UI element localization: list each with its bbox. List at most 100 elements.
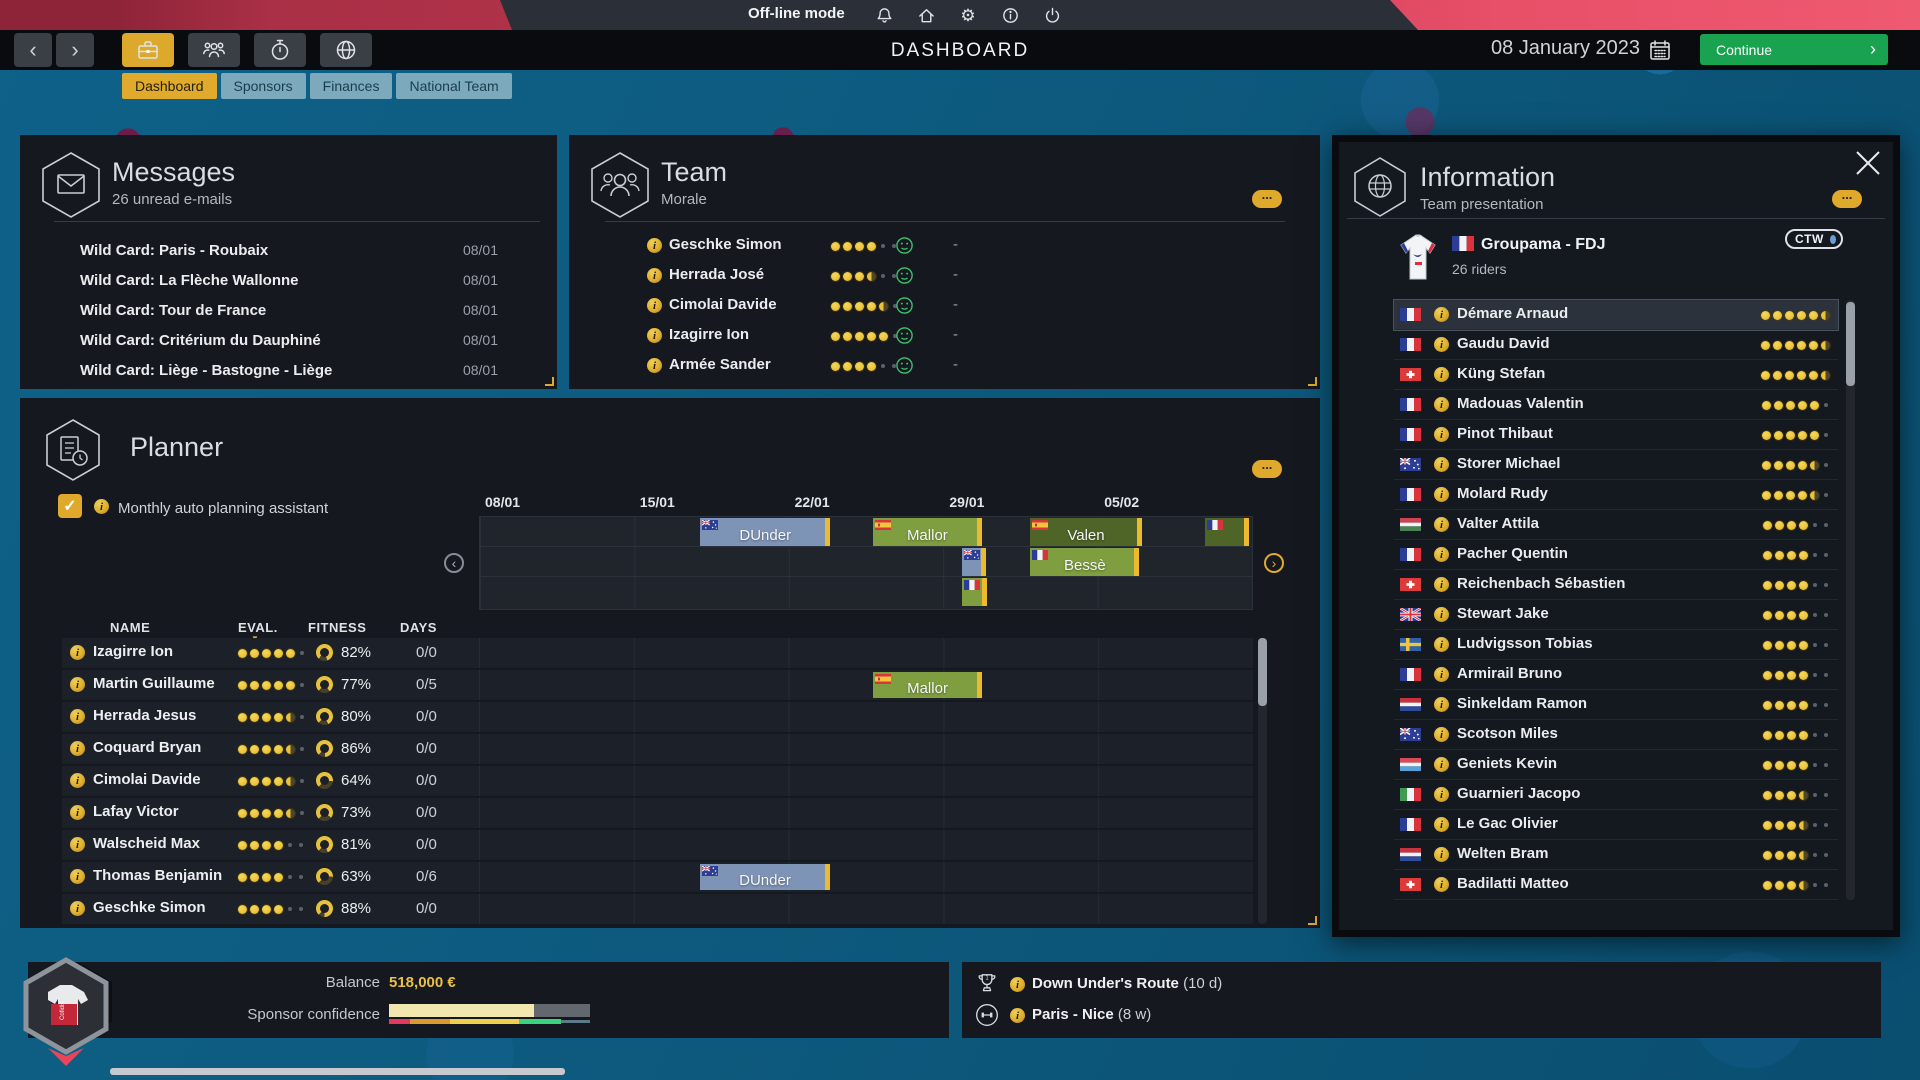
- info-rider-row[interactable]: i Démare Arnaud: [1393, 299, 1839, 331]
- planner-rider-row[interactable]: i Izagirre Ion 82% 0/0: [62, 638, 1253, 668]
- planner-rider-row[interactable]: i Geschke Simon 88% 0/0: [62, 894, 1253, 924]
- info-rider-row[interactable]: i Badilatti Matteo: [1394, 870, 1838, 900]
- race-bar[interactable]: [961, 578, 988, 606]
- info-icon[interactable]: i: [647, 358, 662, 373]
- info-icon[interactable]: i: [1434, 847, 1449, 862]
- info-icon[interactable]: i: [1434, 637, 1449, 652]
- nav-stopwatch-button[interactable]: [254, 33, 306, 67]
- info-icon[interactable]: i: [1434, 607, 1449, 622]
- info-icon[interactable]: i: [1434, 307, 1449, 322]
- column-header-fitness[interactable]: FITNESS: [308, 620, 367, 635]
- info-rider-row[interactable]: i Sinkeldam Ramon: [1394, 690, 1838, 720]
- column-header-days[interactable]: DAYS: [400, 620, 437, 635]
- nav-briefcase-button[interactable]: [122, 33, 174, 67]
- race-bar-dunder[interactable]: DUnder: [700, 518, 831, 546]
- info-icon[interactable]: i: [1434, 577, 1449, 592]
- info-icon[interactable]: i: [70, 677, 85, 692]
- info-icon[interactable]: i: [1434, 547, 1449, 562]
- info-icon[interactable]: i: [647, 268, 662, 283]
- team-rider-row[interactable]: i Geschke Simon -: [569, 231, 1320, 261]
- calendar-icon[interactable]: [1646, 36, 1674, 64]
- planner-rider-row[interactable]: i Cimolai Davide 64% 0/0: [62, 766, 1253, 796]
- column-header-name[interactable]: NAME: [110, 620, 151, 635]
- team-rider-row[interactable]: i Cimolai Davide -: [569, 291, 1320, 321]
- timeline-next-button[interactable]: ›: [1264, 553, 1284, 573]
- info-icon[interactable]: i: [94, 499, 109, 514]
- forward-button[interactable]: ›: [56, 33, 94, 67]
- information-more-button[interactable]: ...: [1832, 188, 1862, 208]
- close-icon[interactable]: [1851, 146, 1885, 180]
- race-bar-dunder[interactable]: DUnder: [699, 864, 831, 890]
- info-rider-row[interactable]: i Scotson Miles: [1394, 720, 1838, 750]
- info-icon[interactable]: i: [70, 709, 85, 724]
- info-rider-row[interactable]: i Storer Michael: [1394, 450, 1838, 480]
- resize-corner-icon[interactable]: [1308, 916, 1317, 925]
- info-icon[interactable]: i: [70, 805, 85, 820]
- planner-rider-row[interactable]: i Thomas Benjamin 63% 0/6 DUnder: [62, 862, 1253, 892]
- race-bar-mallor[interactable]: Mallor: [872, 518, 982, 546]
- info-icon[interactable]: i: [1434, 397, 1449, 412]
- team-rider-row[interactable]: i Herrada José -: [569, 261, 1320, 291]
- planner-more-button[interactable]: ...: [1252, 458, 1282, 478]
- tab-dashboard[interactable]: Dashboard: [122, 73, 217, 99]
- resize-corner-icon[interactable]: [1308, 377, 1317, 386]
- ctw-toggle[interactable]: CTW: [1785, 229, 1843, 249]
- team-rider-row[interactable]: i Armée Sander -: [569, 351, 1320, 381]
- message-row[interactable]: Wild Card: La Flèche Wallonne 08/01: [80, 265, 498, 295]
- planner-scrollbar[interactable]: [1258, 638, 1267, 924]
- info-icon[interactable]: i: [1010, 1008, 1025, 1023]
- settings-icon[interactable]: ⚙: [960, 5, 976, 25]
- info-icon[interactable]: [998, 3, 1022, 27]
- info-icon[interactable]: i: [70, 741, 85, 756]
- tab-finances[interactable]: Finances: [309, 73, 393, 99]
- info-icon[interactable]: i: [1434, 667, 1449, 682]
- home-icon[interactable]: [914, 3, 938, 27]
- message-row[interactable]: Wild Card: Tour de France 08/01: [80, 295, 498, 325]
- race-bar[interactable]: [961, 548, 987, 576]
- info-icon[interactable]: i: [70, 773, 85, 788]
- info-rider-row[interactable]: i Molard Rudy: [1394, 480, 1838, 510]
- team-more-button[interactable]: ...: [1252, 188, 1282, 208]
- message-row[interactable]: Wild Card: Critérium du Dauphiné 08/01: [80, 325, 498, 355]
- race-bar-mallor[interactable]: Mallor: [872, 672, 983, 698]
- timeline-prev-button[interactable]: ‹: [444, 553, 464, 573]
- info-rider-row[interactable]: i Armirail Bruno: [1394, 660, 1838, 690]
- info-rider-row[interactable]: i Ludvigsson Tobias: [1394, 630, 1838, 660]
- event-row[interactable]: 1 i Down Under's Route (10 d): [962, 970, 1862, 998]
- info-rider-row[interactable]: i Madouas Valentin: [1394, 390, 1838, 420]
- planner-rider-row[interactable]: i Walscheid Max 81% 0/0: [62, 830, 1253, 860]
- info-icon[interactable]: i: [70, 645, 85, 660]
- nav-globe-button[interactable]: [320, 33, 372, 67]
- info-rider-row[interactable]: i Welten Bram: [1394, 840, 1838, 870]
- sponsor-badge[interactable]: Cofidis: [18, 956, 114, 1068]
- event-row[interactable]: i Paris - Nice (8 w): [962, 1001, 1862, 1029]
- message-row[interactable]: Wild Card: Paris - Roubaix 08/01: [80, 235, 498, 265]
- tab-sponsors[interactable]: Sponsors: [220, 73, 306, 99]
- info-icon[interactable]: i: [70, 837, 85, 852]
- team-rider-row[interactable]: i Izagirre Ion -: [569, 321, 1320, 351]
- info-icon[interactable]: i: [1434, 427, 1449, 442]
- nav-riders-button[interactable]: [188, 33, 240, 67]
- race-bar-valen[interactable]: Valen: [1030, 518, 1142, 546]
- message-row[interactable]: Wild Card: Liège - Bastogne - Liège 08/01: [80, 355, 498, 385]
- race-bar[interactable]: [1204, 518, 1249, 546]
- info-rider-row[interactable]: i Le Gac Olivier: [1394, 810, 1838, 840]
- information-scrollbar[interactable]: [1846, 300, 1855, 900]
- column-header-eval[interactable]: EVAL.: [238, 620, 278, 635]
- planner-rider-row[interactable]: i Coquard Bryan 86% 0/0: [62, 734, 1253, 764]
- power-icon[interactable]: [1040, 3, 1064, 27]
- info-icon[interactable]: i: [1010, 977, 1025, 992]
- info-icon[interactable]: i: [1434, 817, 1449, 832]
- planner-rider-row[interactable]: i Martin Guillaume 77% 0/5 Mallor: [62, 670, 1253, 700]
- info-icon[interactable]: i: [647, 328, 662, 343]
- info-icon[interactable]: i: [647, 238, 662, 253]
- planner-rider-row[interactable]: i Herrada Jesus 80% 0/0: [62, 702, 1253, 732]
- race-bar-bessè[interactable]: Bessè: [1030, 548, 1140, 576]
- info-icon[interactable]: i: [1434, 487, 1449, 502]
- back-button[interactable]: ‹: [14, 33, 52, 67]
- info-rider-row[interactable]: i Stewart Jake: [1394, 600, 1838, 630]
- info-rider-row[interactable]: i Valter Attila: [1394, 510, 1838, 540]
- info-icon[interactable]: i: [1434, 517, 1449, 532]
- info-icon[interactable]: i: [1434, 697, 1449, 712]
- info-rider-row[interactable]: i Pacher Quentin: [1394, 540, 1838, 570]
